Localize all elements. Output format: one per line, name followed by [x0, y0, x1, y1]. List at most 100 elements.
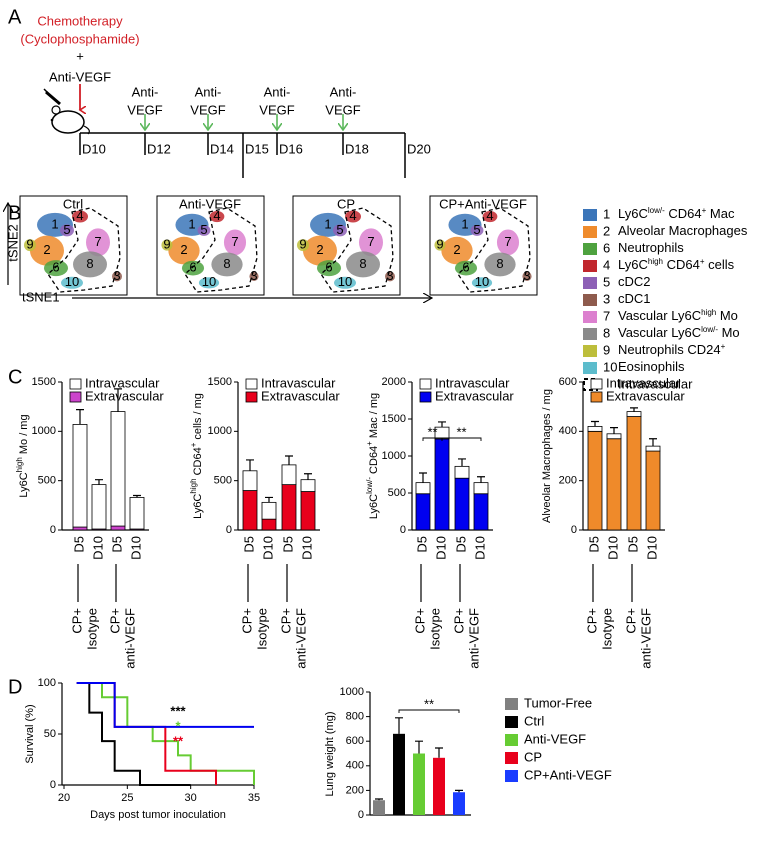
- bar-segment: [110, 411, 126, 527]
- tsne-cluster: [434, 239, 446, 251]
- y-tick-label: 100: [38, 677, 56, 689]
- tsne-cluster: [30, 235, 64, 266]
- y-tick-label: 0: [50, 779, 56, 791]
- legend-number: 7: [603, 308, 610, 323]
- bar-segment: [72, 424, 88, 528]
- significance-label: **: [427, 424, 437, 439]
- cluster-number: 8: [86, 256, 93, 271]
- bar-segment: [261, 518, 277, 531]
- bar-segment: [261, 501, 277, 520]
- legend-label: cDC1: [618, 291, 651, 306]
- significance-label: **: [424, 696, 434, 711]
- bar-segment: [587, 425, 603, 432]
- legend-label: Ly6Clow/- CD64+ Mac: [618, 206, 735, 222]
- y-tick-label: 200: [346, 784, 364, 796]
- bar-segment: [281, 464, 297, 486]
- x-tick-label: D5: [241, 536, 256, 553]
- text-part: cells / mg: [192, 393, 204, 443]
- legend-label: Vascular Ly6Clow/- Mo: [618, 325, 740, 341]
- cluster-number: 1: [51, 216, 58, 231]
- error-bar: [114, 388, 122, 412]
- legend-label: Intravascular: [606, 375, 681, 390]
- y-tick-label: 500: [38, 475, 56, 487]
- mouse-icon: [43, 88, 90, 135]
- text-part: Mo: [716, 308, 738, 323]
- cluster-number: 5: [336, 222, 343, 237]
- y-tick-label: 0: [358, 809, 364, 821]
- bar-segment: [110, 525, 126, 531]
- cluster-number: 9: [26, 237, 33, 252]
- legend-label: Tumor-Free: [524, 695, 592, 710]
- x-tick-label: D10: [90, 536, 105, 560]
- error-bar: [415, 740, 423, 754]
- x-tick-label: D5: [414, 536, 429, 553]
- bar: [413, 753, 425, 815]
- significance-label: *: [175, 718, 181, 733]
- injection-label: Anti-: [195, 84, 222, 99]
- error-bar: [133, 494, 141, 498]
- legend-swatch: [419, 391, 432, 403]
- x-tick-label: 25: [121, 792, 133, 804]
- legend-number: 10: [603, 359, 617, 374]
- cluster-number: 9: [163, 237, 170, 252]
- cluster-number: 4: [486, 208, 493, 223]
- cluster-number: 1: [188, 216, 195, 231]
- bar: [373, 800, 385, 815]
- cluster-number: 4: [76, 208, 83, 223]
- bar-segment: [645, 450, 661, 531]
- legend-swatch: [590, 378, 603, 390]
- significance-bracket: [441, 437, 482, 441]
- y-tick-label: 1500: [382, 413, 406, 425]
- y-axis-label: Ly6Clow/- CD64+ Mac / mg: [365, 393, 380, 519]
- y-tick-label: 1500: [208, 376, 232, 388]
- text-part: CD64: [665, 206, 702, 221]
- bar-segment: [473, 482, 489, 495]
- legend-swatch: [583, 209, 597, 221]
- cluster-number: 1: [461, 216, 468, 231]
- legend-label: cDC2: [618, 274, 651, 289]
- group-label: Isotype: [84, 608, 99, 650]
- legend-label: Extravascular: [435, 388, 514, 403]
- error-bar: [246, 459, 254, 471]
- treatment-label: Anti-VEGF: [49, 69, 111, 84]
- legend-swatch: [583, 378, 598, 391]
- tsne-plot-title: CP: [337, 196, 355, 211]
- cluster-number: 3: [386, 268, 393, 283]
- y-tick-label: 1000: [208, 425, 232, 437]
- y-tick-label: 1000: [382, 450, 406, 462]
- survival-curve: [76, 682, 254, 728]
- tsne-cluster: [223, 229, 247, 256]
- error-bar: [591, 420, 599, 427]
- legend-label: Vascular Ly6Chigh Mo: [618, 308, 738, 324]
- panel-label: B: [8, 202, 21, 224]
- legend-swatch: [590, 391, 603, 403]
- tsne-cluster: [334, 276, 356, 289]
- bar-segment: [454, 477, 470, 531]
- injection-label: Anti-: [132, 84, 159, 99]
- legend-swatch: [505, 770, 518, 782]
- x-tick-label: D5: [586, 536, 601, 553]
- bar-segment: [129, 497, 145, 530]
- cluster-number: 2: [43, 242, 50, 257]
- text-part: CD64: [192, 447, 204, 478]
- bar-segment: [72, 526, 88, 531]
- x-tick-label: D10: [605, 536, 620, 560]
- y-tick-label: 500: [214, 475, 232, 487]
- intravascular-outline: [457, 207, 531, 293]
- group-label: anti-VEGF: [638, 608, 653, 669]
- cluster-number: 5: [200, 222, 207, 237]
- error-bar: [630, 407, 638, 412]
- group-label: CP+: [278, 608, 293, 634]
- bar-segment: [606, 438, 622, 531]
- superscript: high: [189, 478, 198, 493]
- group-label: CP+: [412, 608, 427, 634]
- superscript: +: [700, 257, 705, 266]
- bar-segment: [606, 433, 622, 440]
- legend-swatch: [583, 277, 597, 289]
- intravascular-outline: [184, 207, 258, 293]
- bar-segment: [242, 490, 258, 531]
- superscript: +: [721, 342, 726, 351]
- day-label: D14: [210, 141, 234, 156]
- survival-curve: [76, 682, 217, 785]
